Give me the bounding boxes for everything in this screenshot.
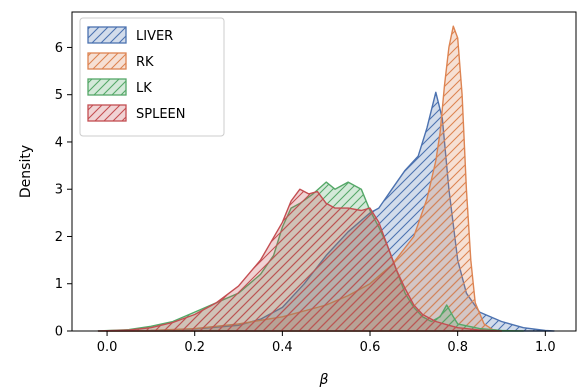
x-tick-label: 0.8 — [447, 340, 468, 355]
y-axis: 0 1 2 3 4 5 6 — [55, 41, 72, 340]
plot-frame — [71, 11, 577, 332]
x-axis-label: β — [319, 372, 329, 388]
x-tick-label: 0.6 — [360, 340, 381, 355]
x-tick-label: 0.4 — [272, 340, 293, 355]
y-tick-label: 2 — [55, 230, 63, 245]
legend-item-liver: LIVER — [87, 26, 173, 44]
y-axis-label: Density — [18, 145, 34, 198]
y-tick-label: 6 — [55, 41, 63, 56]
legend-item-spleen: SPLEEN — [87, 104, 186, 122]
y-tick-label: 4 — [55, 135, 63, 150]
legend-label: SPLEEN — [136, 107, 186, 122]
x-tick-label: 0.0 — [97, 340, 118, 355]
series-outline-spleen — [97, 188, 503, 332]
x-tick-label: 1.0 — [535, 340, 556, 355]
legend-item-lk: LK — [87, 78, 152, 96]
legend-label: RK — [136, 55, 154, 70]
y-tick-label: 0 — [55, 325, 63, 340]
series-layer — [97, 25, 555, 332]
y-tick-label: 1 — [55, 277, 63, 292]
legend-swatch — [87, 26, 127, 44]
x-tick-label: 0.2 — [184, 340, 205, 355]
y-tick-label: 3 — [55, 183, 63, 198]
legend-item-rk: RK — [87, 52, 154, 70]
series-spleen — [97, 188, 503, 332]
legend-swatch — [87, 52, 127, 70]
legend-label: LK — [136, 81, 152, 96]
legend-label: LIVER — [136, 29, 173, 44]
legend: LIVER RK LK SPLEEN — [79, 17, 225, 137]
x-axis: 0.0 0.2 0.4 0.6 0.8 1.0 — [97, 331, 556, 355]
y-tick-label: 5 — [55, 88, 63, 103]
legend-swatch — [87, 78, 127, 96]
legend-swatch — [87, 104, 127, 122]
